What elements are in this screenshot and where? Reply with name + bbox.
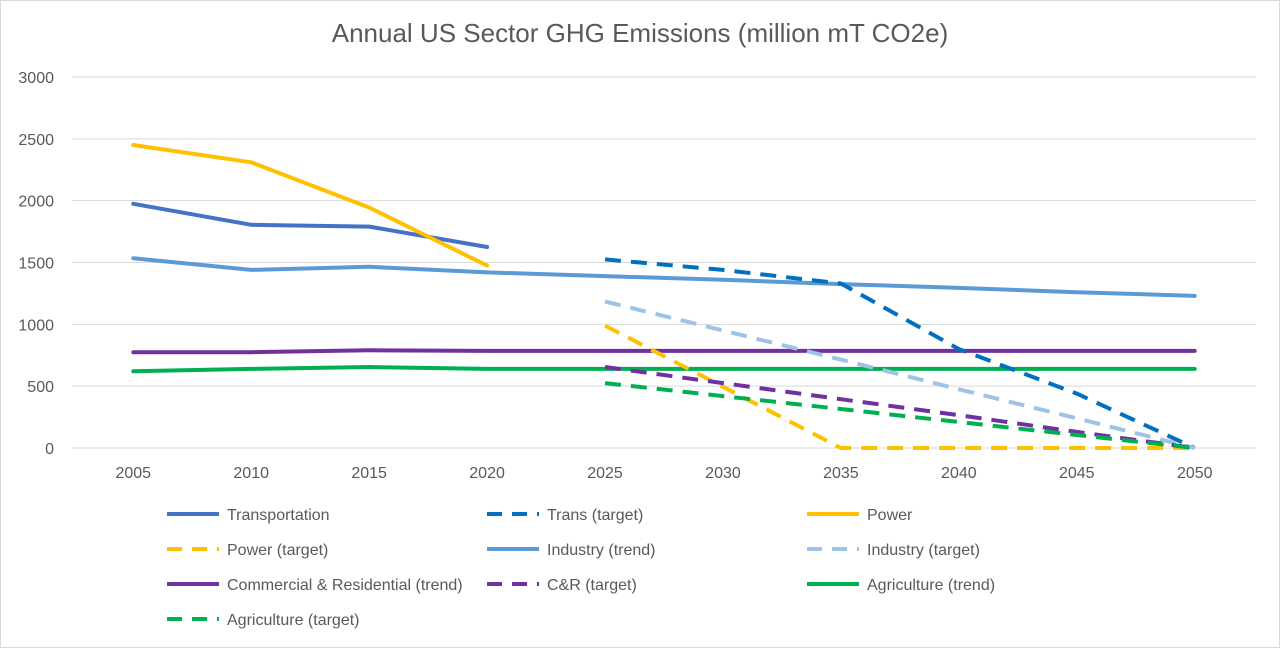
series-line-7 bbox=[604, 365, 1195, 450]
legend: Transportation Trans (target) Power Power (… bbox=[167, 507, 995, 629]
legend-label: Agriculture (trend) bbox=[867, 577, 995, 594]
legend-label: Power bbox=[867, 507, 913, 524]
y-tick-label: 2000 bbox=[18, 194, 54, 211]
legend-label: Industry (target) bbox=[867, 542, 980, 559]
y-tick-label: 500 bbox=[27, 379, 54, 396]
series-line-5 bbox=[604, 299, 1196, 450]
x-tick-label: 2025 bbox=[587, 465, 623, 482]
legend-label: Industry (trend) bbox=[547, 542, 655, 559]
y-axis-ticks: 0 500 1000 1500 2000 2500 3000 bbox=[18, 70, 54, 458]
legend-label: Trans (target) bbox=[547, 507, 643, 524]
x-tick-label: 2050 bbox=[1177, 465, 1213, 482]
legend-label: Power (target) bbox=[227, 542, 328, 559]
y-tick-label: 0 bbox=[45, 441, 54, 458]
x-tick-label: 2045 bbox=[1059, 465, 1095, 482]
x-tick-label: 2015 bbox=[351, 465, 387, 482]
x-tick-label: 2005 bbox=[115, 465, 151, 482]
x-axis-ticks: 2005 2010 2015 2020 2025 2030 2035 2040 2045 2050 bbox=[115, 465, 1212, 482]
series-line-8 bbox=[131, 365, 1197, 374]
y-tick-label: 1500 bbox=[18, 256, 54, 273]
legend-label: Commercial & Residential (trend) bbox=[227, 577, 463, 594]
x-tick-label: 2030 bbox=[705, 465, 741, 482]
chart-title: Annual US Sector GHG Emissions (million … bbox=[331, 18, 949, 48]
x-tick-label: 2010 bbox=[233, 465, 269, 482]
legend-label: Transportation bbox=[227, 507, 330, 524]
gridlines bbox=[72, 76, 1256, 449]
x-tick-label: 2020 bbox=[469, 465, 505, 482]
series-lines bbox=[131, 143, 1197, 450]
y-tick-label: 1000 bbox=[18, 317, 54, 334]
legend-label: C&R (target) bbox=[547, 577, 637, 594]
series-line-2 bbox=[131, 143, 490, 268]
series-line-6 bbox=[131, 348, 1197, 355]
series-line-4 bbox=[131, 256, 1197, 298]
series-line-9 bbox=[604, 381, 1195, 450]
x-tick-label: 2035 bbox=[823, 465, 859, 482]
y-tick-label: 3000 bbox=[18, 70, 54, 87]
y-tick-label: 2500 bbox=[18, 132, 54, 149]
series-line-3 bbox=[604, 323, 1195, 450]
x-tick-label: 2040 bbox=[941, 465, 977, 482]
legend-label: Agriculture (target) bbox=[227, 612, 360, 629]
